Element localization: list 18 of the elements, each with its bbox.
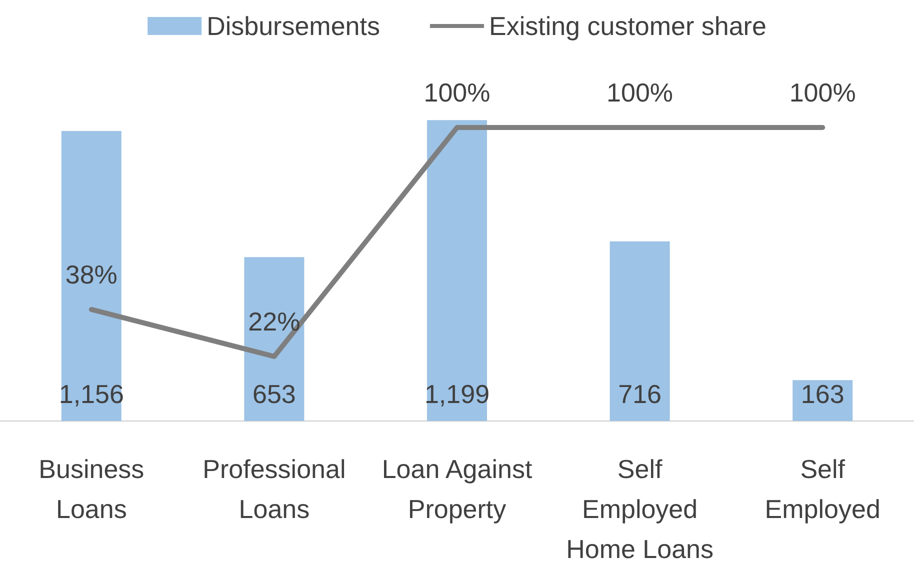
data-label: 716 [618,379,662,409]
x-tick-label: Self Employed [764,454,880,524]
data-label: 163 [800,379,844,409]
x-tick-label: Business Loans [38,454,144,524]
data-label: 38% [65,259,118,290]
x-tick-label: Professional Loans [202,454,346,524]
bar [427,120,487,421]
bar [61,130,122,421]
data-label: 653 [252,379,296,409]
x-tick-label: Self Employed Home Loans [566,454,714,564]
bar [610,241,670,421]
legend-label: Disbursements [206,11,380,41]
legend-label: Existing customer share [488,11,766,41]
data-label: 100% [789,78,856,108]
data-label: 22% [248,306,300,336]
data-label: 100% [424,78,490,108]
x-tick-label: Loan Against Property [382,454,533,524]
data-label: 100% [606,78,674,108]
